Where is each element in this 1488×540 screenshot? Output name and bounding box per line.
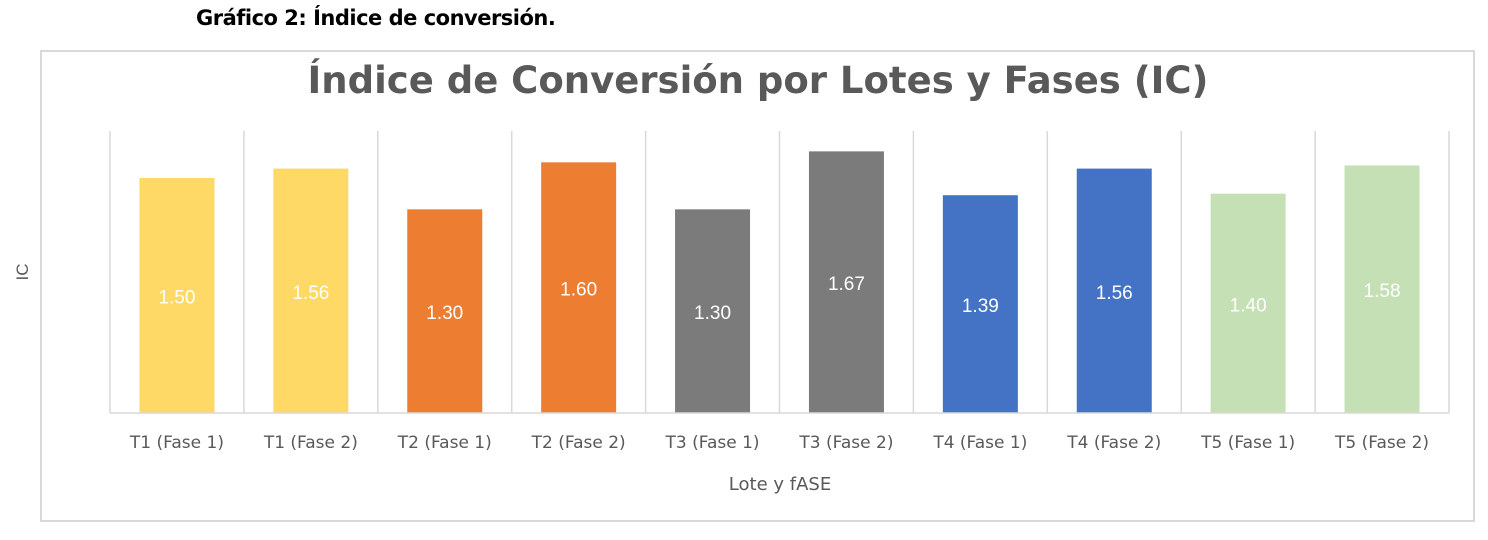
- x-tick-label: T2 (Fase 1): [397, 433, 492, 453]
- figure-heading: Gráfico 2: Índice de conversión.: [196, 6, 556, 30]
- x-tick-label: T1 (Fase 2): [263, 433, 358, 453]
- bar: [139, 178, 215, 413]
- bar: [541, 162, 617, 413]
- x-tick-label: T3 (Fase 1): [665, 433, 760, 453]
- data-label: 1.56: [292, 283, 329, 304]
- x-tick-label: T1 (Fase 1): [129, 433, 224, 453]
- bar: [675, 209, 751, 413]
- bar: [407, 209, 483, 413]
- y-axis-label: IC: [13, 264, 32, 281]
- x-tick-label: T5 (Fase 2): [1334, 433, 1429, 453]
- x-axis-label: Lote y fASE: [729, 474, 831, 495]
- bar: [1344, 165, 1420, 413]
- bar: [808, 151, 884, 413]
- chart-title: Índice de Conversión por Lotes y Fases (…: [308, 58, 1209, 102]
- data-label: 1.58: [1364, 281, 1401, 302]
- x-tick-label: T3 (Fase 2): [798, 433, 893, 453]
- chart-frame: [40, 50, 1475, 522]
- bar: [942, 195, 1018, 413]
- data-label: 1.30: [694, 303, 731, 324]
- x-tick-label: T2 (Fase 2): [531, 433, 626, 453]
- bar: [1210, 193, 1286, 413]
- x-tick-label: T4 (Fase 1): [932, 433, 1027, 453]
- x-tick-label: T4 (Fase 2): [1066, 433, 1161, 453]
- bar: [1076, 168, 1152, 413]
- bar: [273, 168, 349, 413]
- data-label: 1.56: [1096, 283, 1133, 304]
- data-label: 1.40: [1230, 295, 1267, 316]
- data-label: 1.39: [962, 296, 999, 317]
- data-label: 1.67: [828, 274, 865, 295]
- data-label: 1.60: [560, 280, 597, 301]
- data-label: 1.50: [158, 288, 195, 309]
- x-tick-label: T5 (Fase 1): [1200, 433, 1295, 453]
- data-label: 1.30: [426, 303, 463, 324]
